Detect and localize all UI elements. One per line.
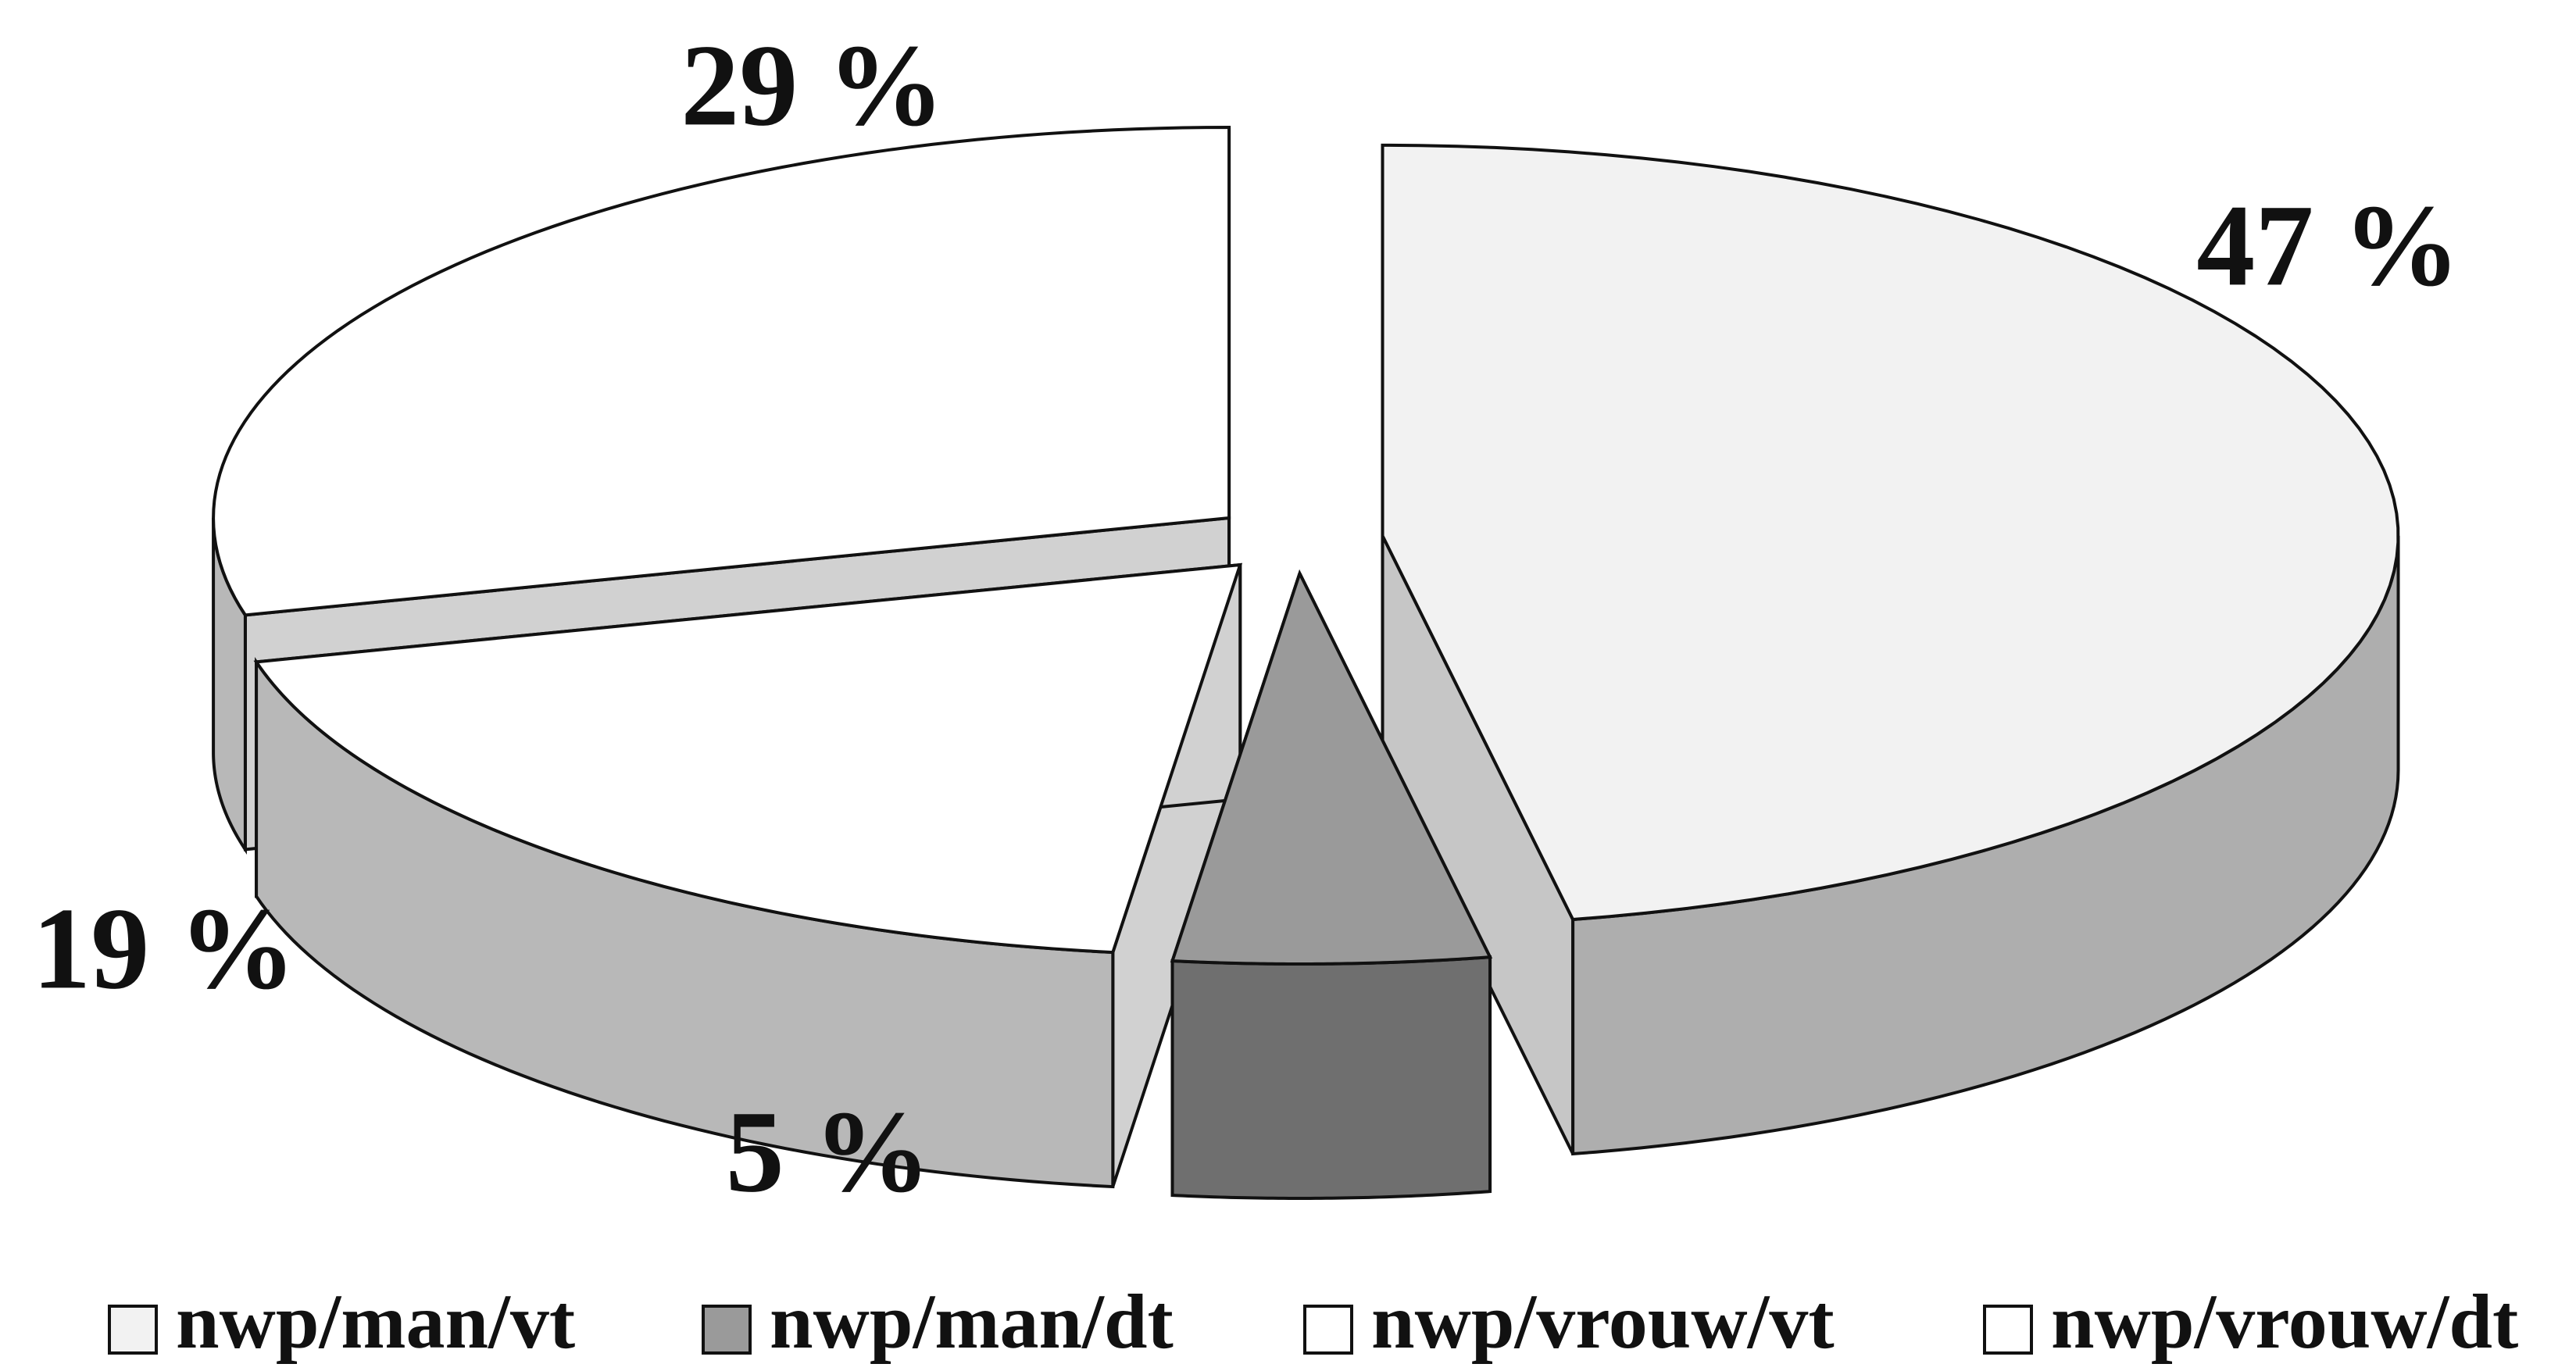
data-label: 5 % bbox=[726, 1087, 931, 1216]
legend-swatch bbox=[702, 1305, 752, 1355]
data-label: 19 % bbox=[32, 884, 296, 1013]
legend-label: nwp/vrouw/dt bbox=[2051, 1278, 2518, 1365]
slice-top bbox=[1381, 143, 2400, 922]
slice-top bbox=[1170, 569, 1493, 966]
slice-top bbox=[212, 126, 1231, 617]
legend-label: nwp/vrouw/vt bbox=[1371, 1278, 1835, 1365]
legend-swatch bbox=[108, 1305, 158, 1355]
slice-top bbox=[253, 562, 1243, 955]
slice bbox=[1170, 569, 1493, 1200]
slice-wall bbox=[1170, 955, 1492, 1200]
slice bbox=[1381, 143, 2400, 1156]
legend-label: nwp/man/vt bbox=[176, 1278, 575, 1365]
slice bbox=[253, 562, 1243, 1189]
legend-label: nwp/man/dt bbox=[770, 1278, 1174, 1365]
data-label: 29 % bbox=[681, 20, 945, 150]
data-label: 47 % bbox=[2196, 180, 2460, 310]
legend-swatch bbox=[1983, 1305, 2033, 1355]
legend-swatch bbox=[1303, 1305, 1353, 1355]
